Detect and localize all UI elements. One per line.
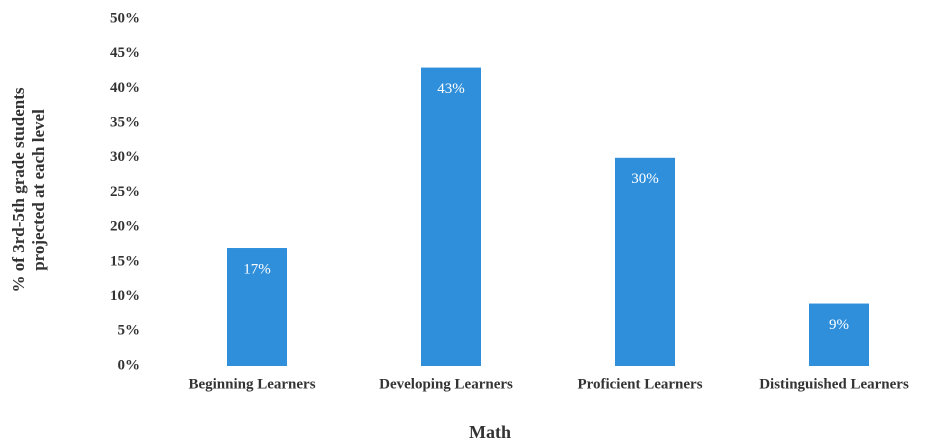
y-tick-label: 45% <box>110 45 140 61</box>
bar <box>227 248 287 366</box>
x-axis-title: Math <box>469 422 511 442</box>
x-tick-label: Beginning Learners <box>188 376 315 392</box>
y-tick-label: 5% <box>118 323 141 339</box>
y-tick-label: 15% <box>110 253 140 269</box>
y-tick-label: 50% <box>110 10 140 26</box>
value-label: 9% <box>829 317 849 333</box>
value-label: 30% <box>631 171 659 187</box>
y-tick-label: 20% <box>110 219 140 235</box>
x-tick-label: Proficient Learners <box>577 376 702 392</box>
y-tick-label: 25% <box>110 184 140 200</box>
x-tick-label: Developing Learners <box>379 376 513 392</box>
bar <box>615 157 675 366</box>
y-tick-label: 30% <box>110 149 140 165</box>
value-label: 17% <box>243 261 271 277</box>
x-tick-label: Distinguished Learners <box>759 376 909 392</box>
bar <box>421 67 481 366</box>
y-axis-title-line: projected at each level <box>29 109 48 271</box>
y-tick-label: 35% <box>110 115 140 131</box>
y-tick-label: 0% <box>118 357 141 373</box>
y-axis-title: % of 3rd-5th grade students projected at… <box>9 87 48 292</box>
bar <box>809 303 869 366</box>
y-axis-title-line: % of 3rd-5th grade students <box>9 87 28 292</box>
y-tick-label: 10% <box>110 288 140 304</box>
value-label: 43% <box>437 81 465 97</box>
y-tick-label: 40% <box>110 80 140 96</box>
